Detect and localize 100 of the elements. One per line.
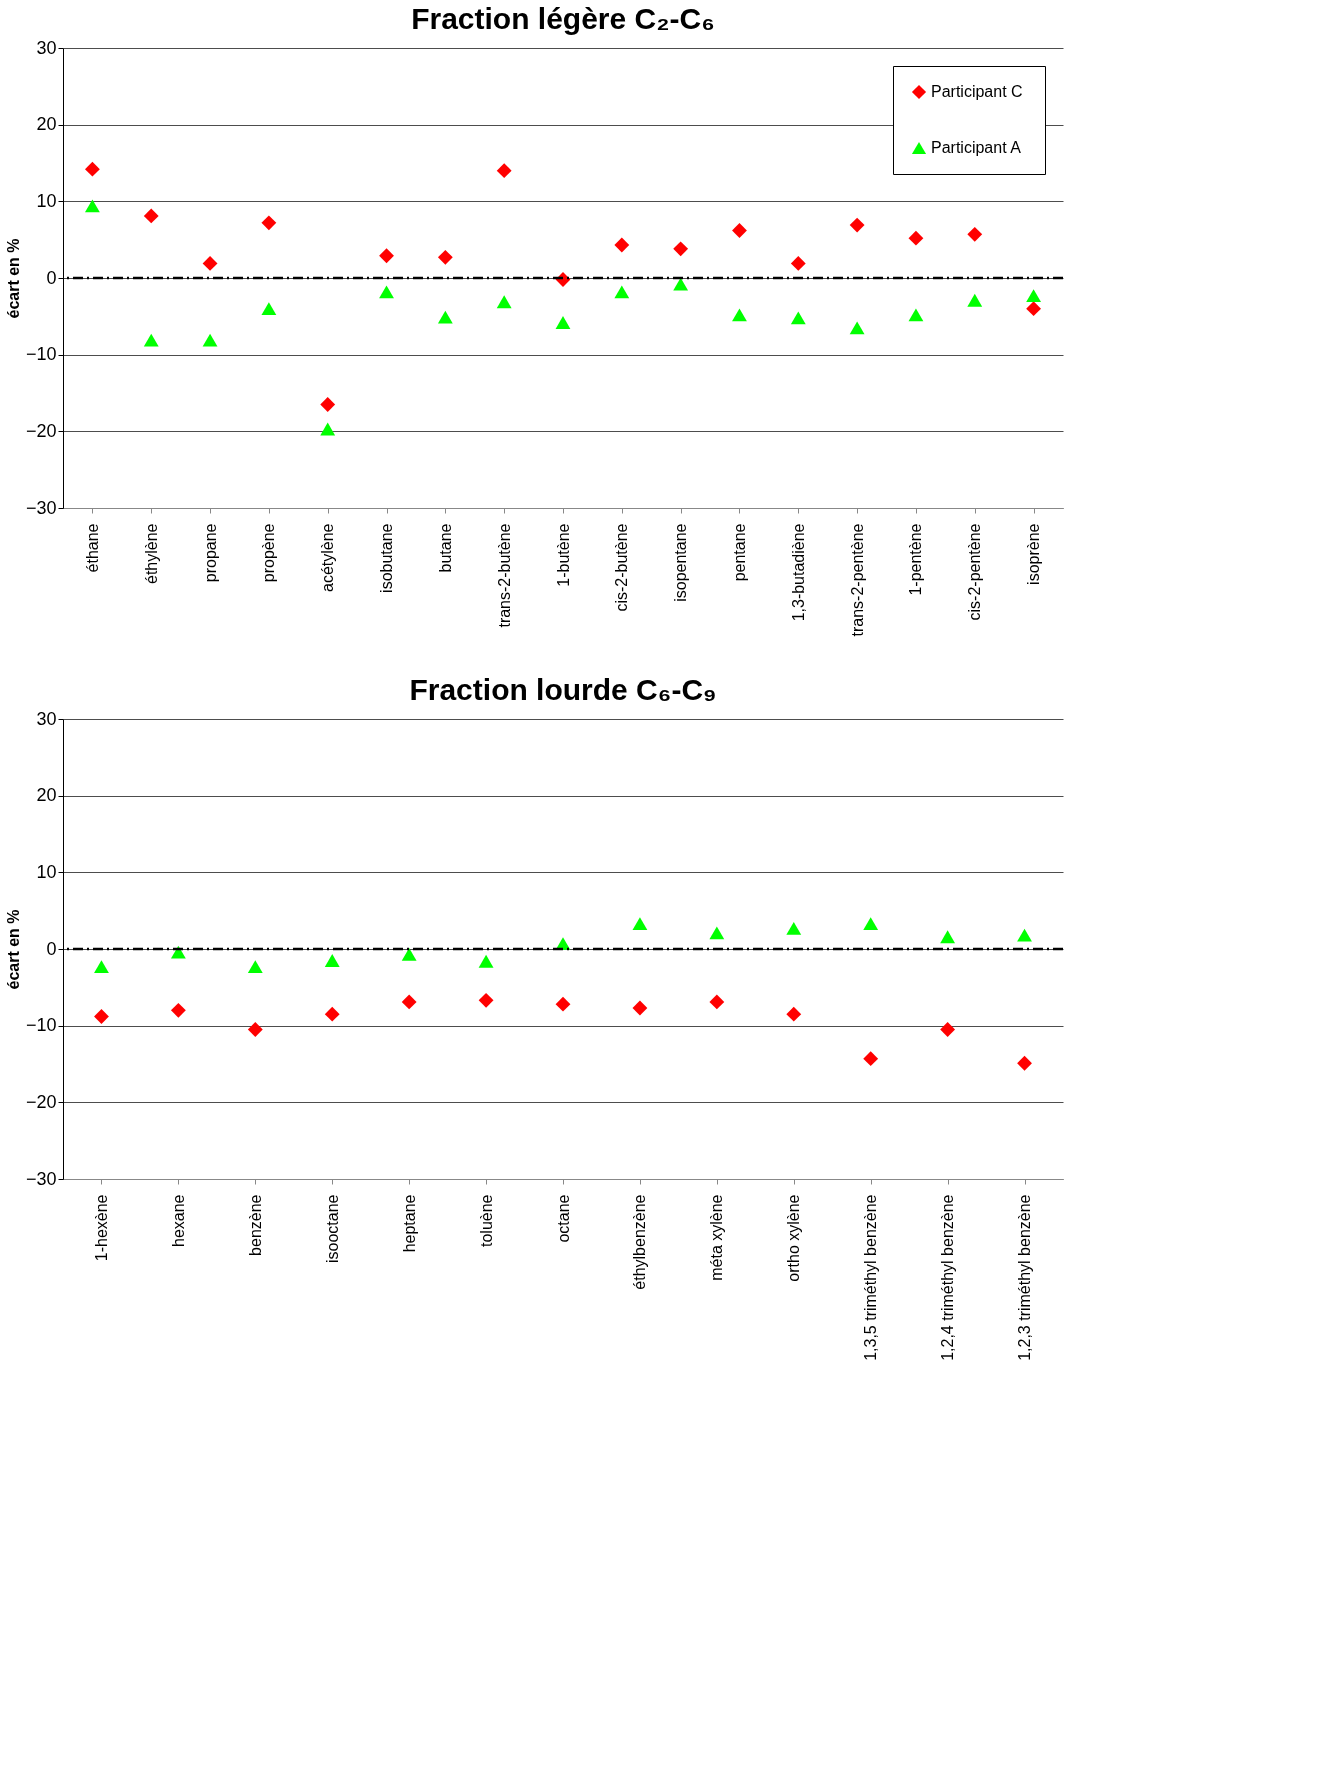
x-tick-label: méta xylène [708,1194,726,1281]
y-tick-label: −30 [25,1168,57,1189]
x-tick-label: propane [201,523,219,583]
x-tick-label: isoprène [1025,523,1043,585]
x-tick-label: éthane [83,523,101,573]
point [496,163,512,179]
y-tick-label: −30 [25,497,57,518]
y-tick-label: 20 [36,785,57,806]
point [673,277,689,291]
x-tick-label: éthylbenzène [631,1194,649,1290]
y-tick-label: 0 [46,938,57,959]
point [555,996,571,1012]
legend-label: Participant C [931,83,1023,100]
y-tick-label: 10 [36,861,57,882]
x-tick-label: octane [554,1194,572,1243]
x-tick-label: 1,3,5 triméthyl benzène [862,1194,880,1361]
point [85,161,100,177]
point [261,215,277,231]
point [170,1002,186,1018]
y-tick-label: 20 [36,114,57,135]
x-tick-label: acétylène [319,523,337,592]
point [401,947,417,961]
point [401,994,417,1010]
point [673,241,689,257]
point [908,230,924,246]
point [478,954,494,968]
x-tick-label: cis-2-butène [613,523,631,612]
chart-title: Fraction lourde C₆-C₉ [409,673,717,706]
y-tick-label: −20 [25,1091,57,1112]
point [143,333,159,347]
point [614,237,630,253]
y-tick-label: −20 [25,420,57,441]
point [324,954,340,967]
point [632,1000,648,1016]
point [379,285,394,299]
x-tick-label: cis-2-pentène [966,523,984,621]
x-tick-label: isopentane [672,523,690,602]
point [324,1006,340,1022]
point [940,930,956,944]
point [496,295,512,309]
point [247,1022,263,1037]
point [379,248,394,264]
x-tick-label: isobutane [378,523,396,593]
point [1017,1055,1032,1071]
point [849,217,865,233]
point [732,308,747,322]
x-tick-label: éthylène [142,523,160,584]
point [614,285,630,299]
x-tick-label: heptane [400,1194,418,1253]
x-tick-label: trans-2-butène [495,523,513,628]
y-axis-title: écart en % [4,238,22,319]
point [555,316,571,329]
point [786,1006,802,1022]
point [437,249,453,265]
point [967,226,983,242]
point [908,308,924,322]
point [320,397,336,412]
point [94,1009,109,1024]
point [85,199,100,213]
point [709,994,725,1010]
point [863,917,879,931]
x-tick-label: isooctane [323,1194,341,1263]
point [143,208,159,224]
point [478,992,494,1008]
y-tick-label: 30 [36,708,57,729]
point [849,321,865,335]
point [437,310,453,324]
point [1026,289,1041,303]
point [940,1022,956,1037]
x-tick-label: toluène [477,1194,495,1247]
y-tick-label: −10 [25,1015,57,1036]
x-tick-label: propène [260,523,278,583]
point [1017,928,1032,942]
point [967,293,983,307]
x-tick-label: ortho xylène [785,1194,803,1282]
x-tick-label: 1,3-butadiène [789,523,807,622]
y-tick-label: 0 [46,267,57,288]
x-tick-label: 1-hexène [92,1194,110,1262]
legend-label: Participant A [931,139,1022,156]
y-tick-label: −10 [25,344,57,365]
y-tick-label: 10 [36,190,57,211]
chart-title: Fraction légère C₂-C₆ [411,2,715,35]
x-tick-label: 1,2,4 triméthyl benzène [939,1194,957,1361]
point [709,926,725,940]
point [202,333,218,347]
x-tick-label: benzène [246,1194,264,1256]
point [863,1051,879,1067]
y-axis-title: écart en % [4,909,22,990]
x-tick-label: 1-pentène [907,523,925,596]
point [261,302,277,316]
x-tick-label: hexane [169,1194,187,1247]
x-tick-label: pentane [730,523,748,582]
point [790,256,806,271]
point [247,960,263,974]
point [202,256,218,271]
x-tick-label: 1,2,3 triméthyl benzène [1016,1194,1034,1361]
x-tick-label: butane [436,523,454,573]
point [790,311,806,325]
point [732,223,747,238]
point [94,960,109,974]
